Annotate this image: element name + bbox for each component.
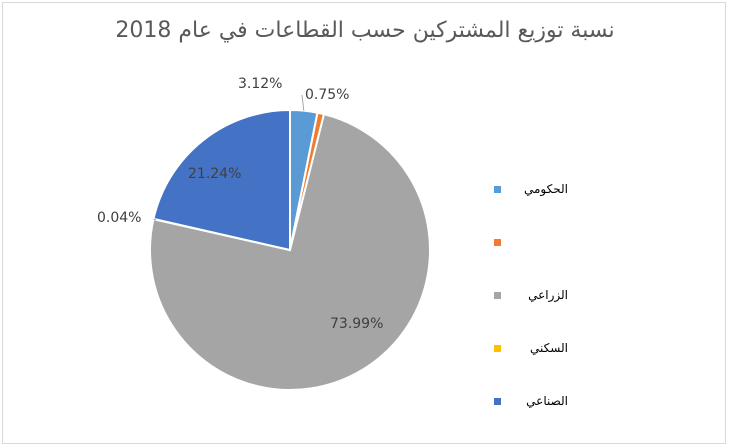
legend-item: الحكومي	[488, 178, 598, 231]
data-label: 21.24%	[188, 166, 241, 182]
legend-swatch	[494, 345, 501, 352]
legend-swatch	[494, 398, 501, 405]
legend-label: الصناعي	[526, 394, 568, 408]
legend-swatch	[494, 292, 501, 299]
chart-legend: الحكومي الزراعي السكني الصناعي	[488, 178, 598, 443]
data-label: 0.04%	[97, 210, 141, 226]
legend-label: السكني	[530, 341, 568, 355]
legend-item: الصناعي	[488, 390, 598, 443]
legend-item: السكني	[488, 337, 598, 390]
legend-label: الحكومي	[524, 182, 568, 196]
legend-swatch	[494, 239, 501, 246]
leader-line	[153, 218, 157, 221]
data-label: 3.12%	[238, 76, 282, 92]
data-label: 73.99%	[330, 316, 383, 332]
pie-slice	[152, 108, 291, 252]
legend-swatch	[494, 186, 501, 193]
legend-item: الزراعي	[488, 284, 598, 337]
data-label: 0.75%	[305, 87, 349, 103]
pie-slice	[149, 112, 431, 391]
legend-item	[488, 231, 598, 284]
leader-line	[301, 94, 305, 111]
chart-title: نسبة توزيع المشتركين حسب القطاعات في عام…	[115, 18, 615, 43]
legend-label: الزراعي	[528, 288, 568, 302]
